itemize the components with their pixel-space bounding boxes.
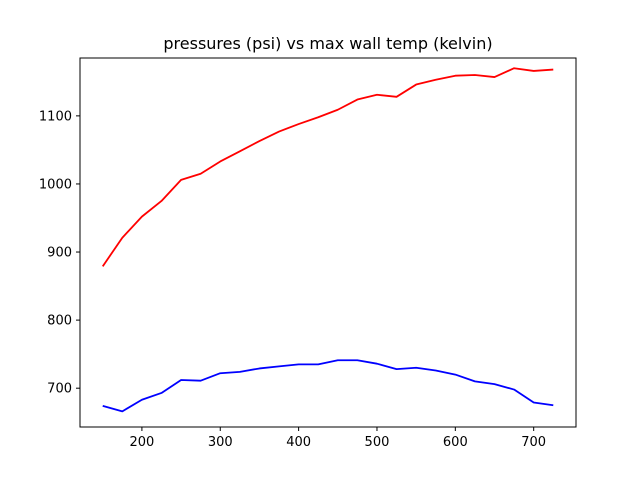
plot-area-frame xyxy=(79,57,577,428)
y-tick-label: 1000 xyxy=(39,177,72,192)
series-layer xyxy=(101,67,554,413)
y-tick-label: 800 xyxy=(47,314,72,329)
x-tick-label: 300 xyxy=(208,435,233,450)
x-tick-label: 200 xyxy=(129,435,154,450)
y-tick-label: 1100 xyxy=(39,109,72,124)
series-line-2 xyxy=(102,359,554,413)
x-tick-label: 700 xyxy=(521,435,546,450)
y-tick-label: 900 xyxy=(47,246,72,261)
chart-title: pressures (psi) vs max wall temp (kelvin… xyxy=(163,34,492,53)
x-tick-label: 400 xyxy=(286,435,311,450)
series-line-1 xyxy=(101,67,554,267)
x-tick-label: 600 xyxy=(443,435,468,450)
y-tick-label: 700 xyxy=(47,382,72,397)
x-tick-label: 500 xyxy=(365,435,390,450)
tick-layer: 200 300 400 500 600 700 700 800 900 1000 1100 xyxy=(39,109,546,450)
